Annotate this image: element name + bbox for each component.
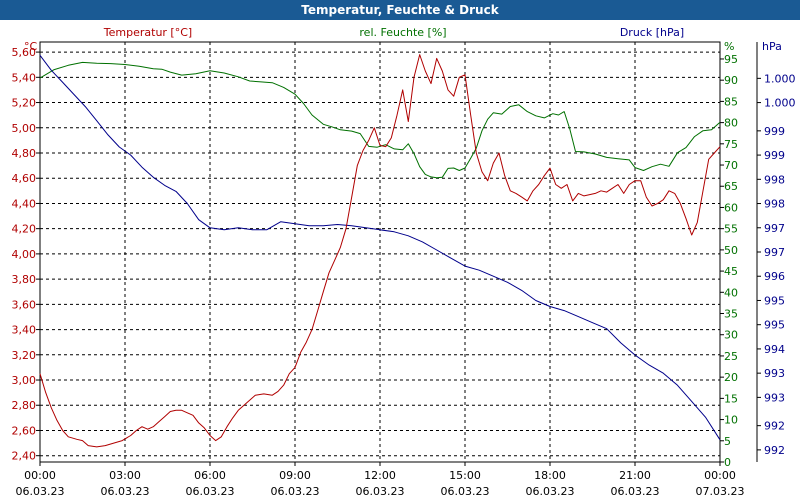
pressure-axis: 992 992 993 993 994 995 995 996 997 997 998 998 999 9…	[756, 42, 796, 462]
hum-tick-label-9: 45	[724, 265, 738, 278]
press-tick-label-5: 995	[764, 319, 785, 332]
temp-tick-label-2: 2,80	[12, 399, 37, 412]
press-tick-label-8: 997	[764, 246, 785, 259]
hum-tick-label-14: 70	[724, 159, 738, 172]
hum-tick-label-16: 80	[724, 117, 738, 130]
x-tick-date-0: 06.03.23	[16, 485, 65, 498]
temperature-unit: °C	[24, 40, 38, 53]
humidity-series-line	[39, 61, 721, 179]
x-tick-time-4: 12:00	[364, 469, 396, 482]
x-tick-date-5: 06.03.23	[441, 485, 490, 498]
x-tick-date-8: 07.03.23	[696, 485, 745, 498]
humidity-axis: 0 5 10 15 20 25 30 35 40 45 50 55 60 65 70 75 80 85 90 95	[720, 53, 738, 469]
hum-tick-label-10: 50	[724, 244, 738, 257]
hum-tick-label-12: 60	[724, 201, 738, 214]
grid-lines	[40, 42, 720, 462]
x-tick-time-1: 03:00	[109, 469, 141, 482]
x-tick-date-7: 06.03.23	[611, 485, 660, 498]
temp-tick-label-10: 4,40	[12, 197, 37, 210]
pressure-unit: hPa	[762, 40, 782, 53]
hum-tick-label-15: 75	[724, 138, 738, 151]
temperature-series-line	[39, 54, 721, 448]
press-tick-label-10: 998	[764, 198, 785, 211]
x-tick-date-1: 06.03.23	[101, 485, 150, 498]
x-tick-date-3: 06.03.23	[271, 485, 320, 498]
hum-tick-label-19: 95	[724, 53, 738, 66]
hum-tick-label-13: 65	[724, 180, 738, 193]
hum-tick-label-17: 85	[724, 95, 738, 108]
hum-tick-label-8: 40	[724, 286, 738, 299]
press-tick-label-0: 992	[764, 444, 785, 457]
x-tick-time-2: 06:00	[194, 469, 226, 482]
temp-tick-label-15: 5,40	[12, 71, 37, 84]
temp-tick-label-0: 2,40	[12, 450, 37, 463]
hum-tick-label-2: 10	[724, 414, 738, 427]
press-tick-label-14: 1.000	[764, 97, 796, 110]
hum-tick-label-11: 55	[724, 223, 738, 236]
temp-tick-label-13: 5,00	[12, 122, 37, 135]
x-tick-time-6: 18:00	[534, 469, 566, 482]
temperature-axis: 2,40 2,60 2,80 3,00 3,20 3,40 3,60 3,80 4,00 4,20…	[12, 46, 40, 463]
temp-tick-label-14: 5,20	[12, 97, 37, 110]
x-tick-date-2: 06.03.23	[186, 485, 235, 498]
temp-tick-label-3: 3,00	[12, 374, 37, 387]
temp-tick-label-1: 2,60	[12, 424, 37, 437]
press-tick-label-4: 994	[764, 343, 785, 356]
temp-tick-label-9: 4,20	[12, 223, 37, 236]
hum-tick-label-5: 25	[724, 350, 738, 363]
x-tick-time-7: 21:00	[619, 469, 651, 482]
x-tick-time-3: 09:00	[279, 469, 311, 482]
press-tick-label-11: 998	[764, 173, 785, 186]
x-tick-time-5: 15:00	[449, 469, 481, 482]
x-tick-time-8: 00:00	[704, 469, 736, 482]
time-axis: 00:00 06.03.23 03:00 06.03.23 06:00 06.03.23 0…	[16, 462, 745, 498]
x-tick-date-4: 06.03.23	[356, 485, 405, 498]
pressure-legend: Druck [hPa]	[620, 26, 684, 39]
press-tick-label-6: 995	[764, 294, 785, 307]
press-tick-label-2: 993	[764, 391, 785, 404]
x-tick-date-6: 06.03.23	[526, 485, 575, 498]
hum-tick-label-6: 30	[724, 329, 738, 342]
x-tick-time-0: 00:00	[24, 469, 56, 482]
humidity-legend: rel. Feuchte [%]	[359, 26, 446, 39]
hum-tick-label-18: 90	[724, 74, 738, 87]
temp-tick-label-5: 3,40	[12, 324, 37, 337]
series-group	[39, 54, 721, 448]
hum-tick-label-0: 0	[724, 456, 731, 469]
temp-tick-label-7: 3,80	[12, 273, 37, 286]
hum-tick-label-3: 15	[724, 392, 738, 405]
chart-title: Temperatur, Feuchte & Druck	[301, 3, 499, 17]
press-tick-label-9: 997	[764, 222, 785, 235]
temp-tick-label-4: 3,20	[12, 349, 37, 362]
press-tick-label-7: 996	[764, 270, 785, 283]
press-tick-label-12: 999	[764, 149, 785, 162]
hum-tick-label-1: 5	[724, 435, 731, 448]
title-bar	[0, 0, 800, 20]
pressure-series-line	[39, 54, 721, 441]
temperature-legend: Temperatur [°C]	[103, 26, 192, 39]
temp-tick-label-16: 5,60	[12, 46, 37, 59]
humidity-unit: %	[724, 40, 734, 53]
temp-tick-label-11: 4,60	[12, 172, 37, 185]
press-tick-label-15: 1.000	[764, 72, 796, 85]
temp-tick-label-6: 3,60	[12, 298, 37, 311]
temp-tick-label-8: 4,00	[12, 248, 37, 261]
hum-tick-label-7: 35	[724, 308, 738, 321]
hum-tick-label-4: 20	[724, 371, 738, 384]
temp-tick-label-12: 4,80	[12, 147, 37, 160]
press-tick-label-13: 999	[764, 125, 785, 138]
press-tick-label-1: 992	[764, 420, 785, 433]
press-tick-label-3: 993	[764, 367, 785, 380]
